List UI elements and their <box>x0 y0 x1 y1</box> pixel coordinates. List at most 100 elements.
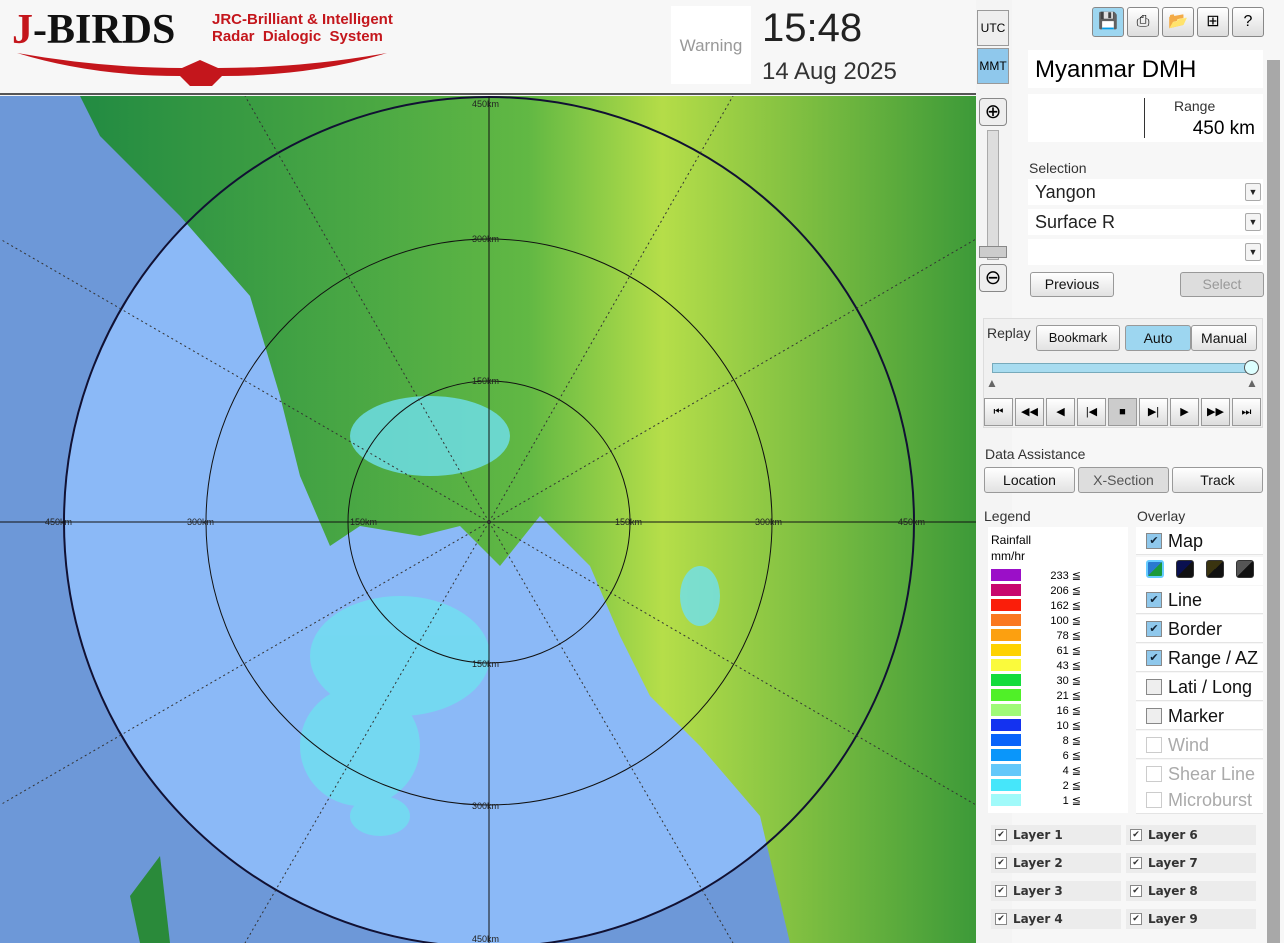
step-forward-button[interactable]: ▶| <box>1139 398 1168 426</box>
checkbox[interactable]: ✔ <box>1130 829 1142 841</box>
checkbox[interactable]: ✔ <box>1130 913 1142 925</box>
legend-item: 233 ≦ <box>991 569 1121 582</box>
checkbox[interactable]: ✔ <box>995 885 1007 897</box>
help-icon[interactable]: ? <box>1232 7 1264 37</box>
utc-button[interactable]: UTC <box>977 10 1009 46</box>
checkbox[interactable]: ✔ <box>1130 857 1142 869</box>
replay-slider[interactable] <box>992 363 1254 373</box>
select-button[interactable]: Select <box>1180 272 1264 297</box>
legend-value: 43 ≦ <box>1056 660 1081 672</box>
radar-map[interactable]: 150km 150km 150km 150km 300km 300km 300k… <box>0 96 976 943</box>
play-button[interactable]: ▶ <box>1170 398 1199 426</box>
range-panel: Range 450 km <box>1028 94 1263 142</box>
overlay-map[interactable]: ✔ Map <box>1136 527 1263 555</box>
zoom-control[interactable]: ⊕ ⊖ <box>977 96 1009 296</box>
legend-item: 43 ≦ <box>991 659 1121 672</box>
legend-value: 1 ≦ <box>1062 795 1081 807</box>
legend-value: 30 ≦ <box>1056 675 1081 687</box>
checkbox[interactable]: ✔ <box>1130 885 1142 897</box>
warning-indicator[interactable]: Warning <box>671 6 751 84</box>
legend-value: 16 ≦ <box>1056 705 1081 717</box>
checkbox[interactable] <box>1146 708 1162 724</box>
open-folder-icon[interactable]: 📂 <box>1162 7 1194 37</box>
scrollbar[interactable] <box>1267 60 1280 943</box>
map-style-swatch[interactable] <box>1146 560 1164 578</box>
checkbox[interactable]: ✔ <box>995 913 1007 925</box>
checkbox[interactable]: ✔ <box>1146 592 1162 608</box>
bookmark-button[interactable]: Bookmark <box>1036 325 1120 351</box>
zoom-out-icon[interactable]: ⊖ <box>979 264 1007 292</box>
layer-toggle[interactable]: ✔ Layer 4 <box>991 909 1121 929</box>
fast-forward-button[interactable]: ▶▶ <box>1201 398 1230 426</box>
print-icon[interactable]: ⎙ <box>1127 7 1159 37</box>
stop-button[interactable]: ■ <box>1108 398 1137 426</box>
auto-button[interactable]: Auto <box>1125 325 1191 351</box>
zoom-slider-handle[interactable] <box>979 246 1007 258</box>
overlay-marker[interactable]: Marker <box>1136 702 1263 730</box>
step-back-button[interactable]: |◀ <box>1077 398 1106 426</box>
product-select[interactable]: Surface R ▼ <box>1028 209 1263 235</box>
chevron-down-icon[interactable]: ▼ <box>1245 213 1261 231</box>
replay-start-marker[interactable]: ▲ <box>986 376 998 390</box>
station-name: Myanmar DMH <box>1028 50 1263 88</box>
layer-toggle[interactable]: ✔ Layer 2 <box>991 853 1121 873</box>
range-label: 450km <box>45 517 72 527</box>
layer-label: Layer 1 <box>1013 828 1063 842</box>
save-icon[interactable]: 💾 <box>1092 7 1124 37</box>
fast-back-button[interactable]: ◀◀ <box>1015 398 1044 426</box>
radar-map-canvas[interactable]: 150km 150km 150km 150km 300km 300km 300k… <box>0 96 976 943</box>
legend-item: 16 ≦ <box>991 704 1121 717</box>
range-label: 450km <box>472 934 499 943</box>
map-style-swatch[interactable] <box>1236 560 1254 578</box>
overlay-label: Overlay <box>1137 508 1186 524</box>
layer-toggle[interactable]: ✔ Layer 6 <box>1126 825 1256 845</box>
zoom-slider[interactable] <box>987 130 999 260</box>
legend-swatch <box>991 719 1021 731</box>
checkbox[interactable]: ✔ <box>1146 621 1162 637</box>
overlay-line[interactable]: ✔ Line <box>1136 586 1263 614</box>
checkbox <box>1146 737 1162 753</box>
checkbox[interactable]: ✔ <box>1146 650 1162 666</box>
overlay-border[interactable]: ✔ Border <box>1136 615 1263 643</box>
replay-slider-handle[interactable] <box>1244 360 1259 375</box>
legend-item: 8 ≦ <box>991 734 1121 747</box>
layer-label: Layer 7 <box>1148 856 1198 870</box>
site-select[interactable]: Yangon ▼ <box>1028 179 1263 205</box>
last-frame-button[interactable]: ⏭ <box>1232 398 1261 426</box>
legend-value: 61 ≦ <box>1056 645 1081 657</box>
back-button[interactable]: ◀ <box>1046 398 1075 426</box>
map-style-swatch[interactable] <box>1176 560 1194 578</box>
checkbox[interactable]: ✔ <box>995 857 1007 869</box>
manual-button[interactable]: Manual <box>1191 325 1257 351</box>
layer-toggle[interactable]: ✔ Layer 1 <box>991 825 1121 845</box>
legend-swatch <box>991 749 1021 761</box>
add-window-icon[interactable]: ⊞ <box>1197 7 1229 37</box>
first-frame-button[interactable]: ⏮ <box>984 398 1013 426</box>
third-select[interactable]: ▼ <box>1028 239 1263 265</box>
zoom-in-icon[interactable]: ⊕ <box>979 98 1007 126</box>
overlay-label: Wind <box>1168 735 1210 755</box>
replay-end-marker[interactable]: ▲ <box>1246 376 1258 390</box>
layer-toggle[interactable]: ✔ Layer 9 <box>1126 909 1256 929</box>
location-button[interactable]: Location <box>984 467 1075 493</box>
layer-toggle[interactable]: ✔ Layer 7 <box>1126 853 1256 873</box>
track-button[interactable]: Track <box>1172 467 1263 493</box>
checkbox[interactable] <box>1146 679 1162 695</box>
legend-swatch <box>991 794 1021 806</box>
map-style-swatch[interactable] <box>1206 560 1224 578</box>
overlay-lati-long[interactable]: Lati / Long <box>1136 673 1263 701</box>
x-section-button[interactable]: X-Section <box>1078 467 1169 493</box>
previous-button[interactable]: Previous <box>1030 272 1114 297</box>
rain-echoes <box>300 396 720 836</box>
chevron-down-icon[interactable]: ▼ <box>1245 183 1261 201</box>
overlay-range-az[interactable]: ✔ Range / AZ <box>1136 644 1263 672</box>
rainfall-legend: Rainfall mm/hr 233 ≦ 206 ≦ 162 ≦ 100 ≦ 78 ≦ 6… <box>988 527 1128 813</box>
overlay-microburst: Microburst <box>1136 786 1263 814</box>
layer-label: Layer 8 <box>1148 884 1198 898</box>
layer-toggle[interactable]: ✔ Layer 3 <box>991 881 1121 901</box>
mmt-button[interactable]: MMT <box>977 48 1009 84</box>
checkbox[interactable]: ✔ <box>995 829 1007 841</box>
chevron-down-icon[interactable]: ▼ <box>1245 243 1261 261</box>
checkbox[interactable]: ✔ <box>1146 533 1162 549</box>
layer-toggle[interactable]: ✔ Layer 8 <box>1126 881 1256 901</box>
